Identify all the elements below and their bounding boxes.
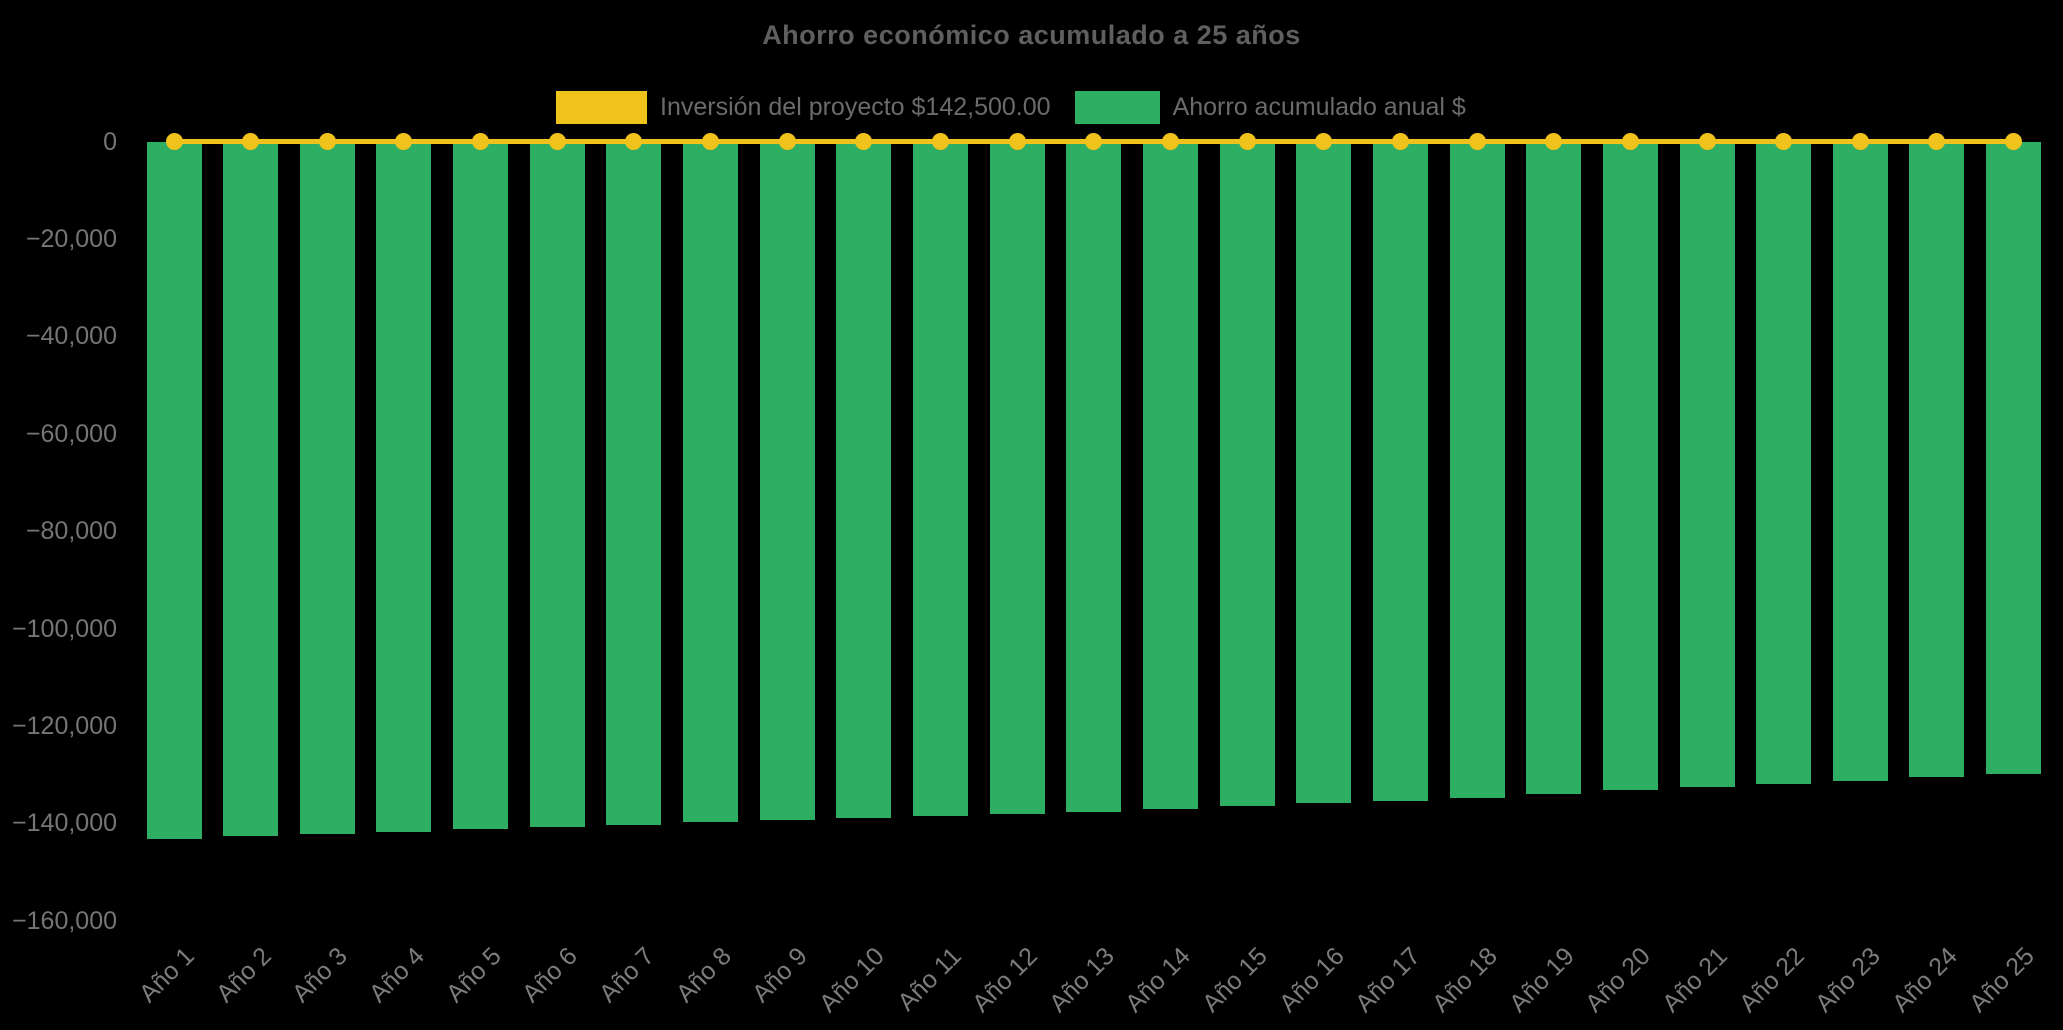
savings-bar[interactable] (606, 141, 662, 825)
investment-point[interactable] (2005, 133, 2023, 150)
y-axis-tick-label: −140,000 (12, 809, 117, 838)
investment-point[interactable] (318, 133, 336, 150)
savings-bar[interactable] (1219, 141, 1275, 807)
savings-bar[interactable] (453, 141, 509, 830)
investment-point[interactable] (1928, 133, 1946, 150)
y-axis-tick-label: −100,000 (12, 614, 117, 643)
savings-legend-label: Ahorro acumulado anual $ (1172, 92, 1466, 121)
investment-point[interactable] (548, 133, 566, 150)
investment-point[interactable] (1468, 133, 1486, 150)
y-axis-tick-label: −60,000 (25, 419, 117, 448)
investment-point[interactable] (242, 133, 260, 150)
investment-point[interactable] (1775, 133, 1793, 150)
y-axis-tick-label: −120,000 (12, 711, 117, 740)
investment-point[interactable] (1851, 133, 1869, 150)
investment-point[interactable] (472, 133, 490, 150)
savings-bar[interactable] (376, 141, 432, 832)
investment-legend-label: Inversión del proyecto $142,500.00 (660, 92, 1051, 121)
savings-bar[interactable] (529, 141, 585, 827)
investment-point[interactable] (702, 133, 720, 150)
savings-bar[interactable] (1679, 141, 1735, 788)
investment-point[interactable] (1698, 133, 1716, 150)
investment-point[interactable] (1161, 133, 1179, 150)
savings-bar[interactable] (1449, 141, 1505, 799)
y-axis-tick-label: −160,000 (12, 906, 117, 935)
savings-bar[interactable] (299, 141, 355, 834)
investment-point[interactable] (1238, 133, 1256, 150)
investment-point[interactable] (1085, 133, 1103, 150)
y-axis-tick-label: −40,000 (25, 322, 117, 351)
savings-bar[interactable] (146, 141, 202, 840)
y-axis-tick-label: −80,000 (25, 517, 117, 546)
legend-item-investment[interactable]: Inversión del proyecto $142,500.00 (556, 90, 1051, 124)
savings-bar[interactable] (1986, 141, 2042, 775)
savings-bar[interactable] (223, 141, 279, 837)
investment-point[interactable] (1391, 133, 1409, 150)
y-axis-tick-label: 0 (103, 127, 117, 156)
savings-bar[interactable] (1832, 141, 1888, 782)
legend-item-savings[interactable]: Ahorro acumulado anual $ (1074, 90, 1466, 124)
investment-point[interactable] (395, 133, 413, 150)
savings-bar[interactable] (1602, 141, 1658, 791)
chart-title: Ahorro económico acumulado a 25 años (762, 20, 1301, 50)
legend: Inversión del proyecto $142,500.00 Ahorr… (556, 90, 1466, 124)
savings-bar[interactable] (1526, 141, 1582, 795)
investment-point[interactable] (855, 133, 873, 150)
savings-bar[interactable] (1372, 141, 1428, 801)
savings-bar[interactable] (1909, 141, 1965, 778)
x-axis-tick-label: Año 1 (133, 942, 200, 1009)
savings-bar[interactable] (759, 141, 815, 821)
investment-point[interactable] (778, 133, 796, 150)
savings-bar[interactable] (1066, 141, 1122, 812)
investment-point[interactable] (1315, 133, 1333, 150)
savings-bar[interactable] (683, 141, 739, 823)
investment-point[interactable] (1008, 133, 1026, 150)
investment-color-swatch (556, 90, 647, 124)
investment-point[interactable] (1621, 133, 1639, 150)
savings-bar[interactable] (1756, 141, 1812, 784)
investment-point[interactable] (165, 133, 183, 150)
savings-bar[interactable] (1142, 141, 1198, 810)
investment-point[interactable] (625, 133, 643, 150)
investment-point[interactable] (1545, 133, 1563, 150)
savings-bar[interactable] (1296, 141, 1352, 804)
y-axis-tick-label: −20,000 (25, 224, 117, 253)
savings-color-swatch (1074, 90, 1160, 124)
savings-bar[interactable] (989, 141, 1045, 814)
savings-bar[interactable] (913, 141, 968, 816)
investment-point[interactable] (932, 133, 949, 150)
savings-bar[interactable] (836, 141, 892, 819)
